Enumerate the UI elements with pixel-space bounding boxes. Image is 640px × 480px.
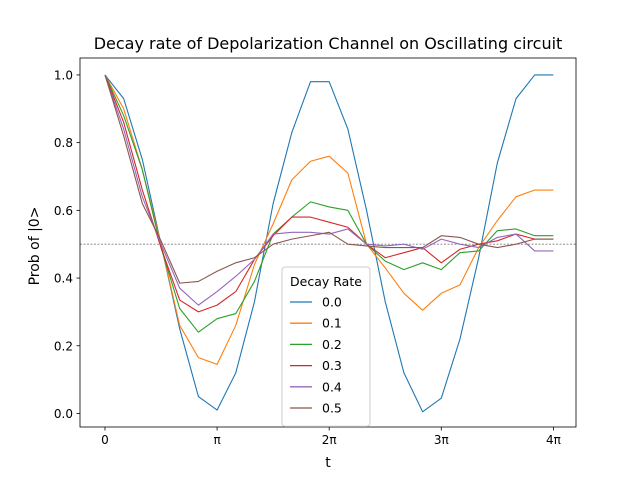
x-axis-label: t xyxy=(325,455,331,471)
series-line-2 xyxy=(104,74,554,333)
y-axis-label: Prob of |0> xyxy=(27,207,43,286)
legend: Decay Rate 0.0 0.1 0.2 0.3 0.4 0.5 xyxy=(281,266,371,427)
y-tick-label-2: 0.4 xyxy=(54,272,73,286)
x-tick-label-2: 2π xyxy=(322,433,337,447)
x-tick-label-1: π xyxy=(213,433,220,447)
plot-frame xyxy=(79,57,577,428)
legend-title: Decay Rate xyxy=(290,274,362,289)
x-tick-label-4: 4π xyxy=(546,433,561,447)
chart-title: Decay rate of Depolarization Channel on … xyxy=(94,34,563,53)
legend-label-5: 0.5 xyxy=(322,401,342,416)
y-tick-label-3: 0.6 xyxy=(54,204,73,218)
y-tick-label-4: 0.8 xyxy=(54,136,73,150)
series-line-5 xyxy=(104,74,554,284)
legend-label-0: 0.0 xyxy=(322,295,342,310)
y-tick-label-5: 1.0 xyxy=(54,68,73,82)
y-tick-label-0: 0.0 xyxy=(54,407,73,421)
series-line-4 xyxy=(104,74,554,306)
series-line-0 xyxy=(104,74,554,413)
y-tick-label-1: 0.2 xyxy=(54,339,73,353)
legend-label-1: 0.1 xyxy=(322,316,342,331)
legend-label-3: 0.3 xyxy=(322,358,342,373)
legend-label-2: 0.2 xyxy=(322,337,342,352)
legend-label-4: 0.4 xyxy=(322,379,342,394)
x-tick-label-3: 3π xyxy=(434,433,449,447)
x-tick-label-0: 0 xyxy=(101,433,109,447)
